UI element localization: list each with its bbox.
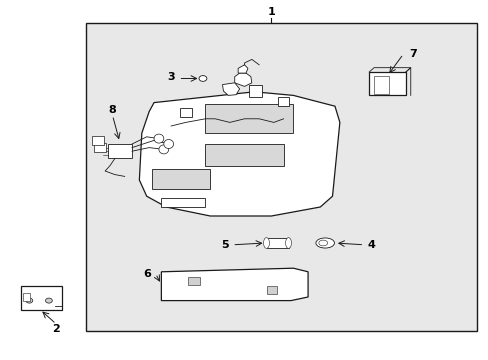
Bar — [205, 104, 293, 133]
Ellipse shape — [154, 134, 163, 143]
Text: 7: 7 — [408, 49, 416, 59]
Bar — [23, 293, 30, 301]
Bar — [20, 286, 62, 310]
Text: 8: 8 — [108, 105, 116, 115]
Polygon shape — [222, 83, 239, 95]
Ellipse shape — [163, 139, 173, 148]
Bar — [277, 97, 289, 106]
Polygon shape — [238, 65, 247, 73]
Text: 6: 6 — [142, 269, 150, 279]
Bar — [266, 238, 288, 248]
Bar — [151, 169, 210, 189]
Circle shape — [26, 298, 33, 303]
Polygon shape — [139, 92, 339, 216]
Bar — [249, 85, 261, 97]
Text: 2: 2 — [52, 324, 60, 334]
Circle shape — [199, 76, 206, 81]
Bar — [373, 76, 388, 94]
Text: 5: 5 — [221, 240, 228, 250]
Ellipse shape — [318, 240, 327, 246]
Bar — [85, 23, 476, 331]
Ellipse shape — [285, 238, 291, 248]
Bar — [180, 108, 191, 117]
Text: 4: 4 — [367, 240, 375, 250]
Polygon shape — [234, 73, 251, 86]
Bar — [266, 286, 277, 294]
Bar — [161, 198, 205, 207]
Bar — [92, 136, 103, 145]
Bar — [368, 72, 405, 95]
Text: 1: 1 — [267, 6, 275, 17]
Text: 3: 3 — [167, 72, 175, 82]
Bar — [205, 144, 283, 166]
Polygon shape — [161, 268, 307, 301]
Bar — [94, 143, 106, 152]
Bar — [107, 144, 132, 158]
Circle shape — [45, 298, 52, 303]
Bar — [188, 277, 200, 285]
Ellipse shape — [315, 238, 334, 248]
Ellipse shape — [263, 238, 269, 248]
Ellipse shape — [159, 145, 168, 154]
